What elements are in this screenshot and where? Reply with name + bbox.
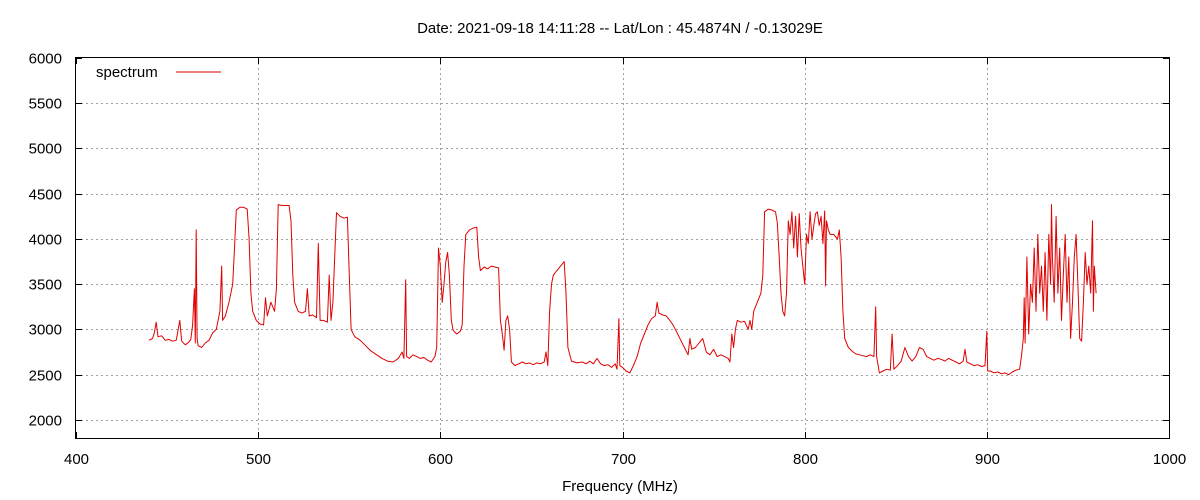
x-tick-label: 1000 — [1153, 451, 1186, 468]
grid — [76, 58, 1169, 438]
y-tick-label: 4500 — [29, 187, 62, 204]
y-tick-label: 6000 — [29, 51, 62, 68]
plot-frame — [75, 57, 1170, 439]
series-group — [148, 204, 1097, 376]
y-tick-label: 3500 — [29, 277, 62, 294]
y-tick-label: 5500 — [29, 96, 62, 113]
x-tick-label: 400 — [64, 451, 89, 468]
legend: spectrum — [96, 64, 221, 81]
y-tick-label: 4000 — [29, 232, 62, 249]
series-line-spectrum — [148, 204, 1097, 376]
y-tick-label: 5000 — [29, 141, 62, 158]
chart-title: Date: 2021-09-18 14:11:28 -- Lat/Lon : 4… — [417, 20, 823, 37]
legend-label: spectrum — [96, 64, 158, 81]
y-tick-label: 2000 — [29, 413, 62, 430]
y-tick-label: 2500 — [29, 368, 62, 385]
x-tick-label: 800 — [793, 451, 818, 468]
x-tick-label: 500 — [246, 451, 271, 468]
x-axis-ticks: 400 500 600 700 800 900 1000 — [64, 58, 1186, 468]
y-tick-label: 3000 — [29, 322, 62, 339]
y-axis-ticks: 2000 2500 3000 3500 4000 4500 5000 5500 6000 — [29, 51, 1169, 430]
x-tick-label: 600 — [428, 451, 453, 468]
x-axis-label: Frequency (MHz) — [562, 478, 678, 495]
x-tick-label: 900 — [975, 451, 1000, 468]
x-tick-label: 700 — [611, 451, 636, 468]
